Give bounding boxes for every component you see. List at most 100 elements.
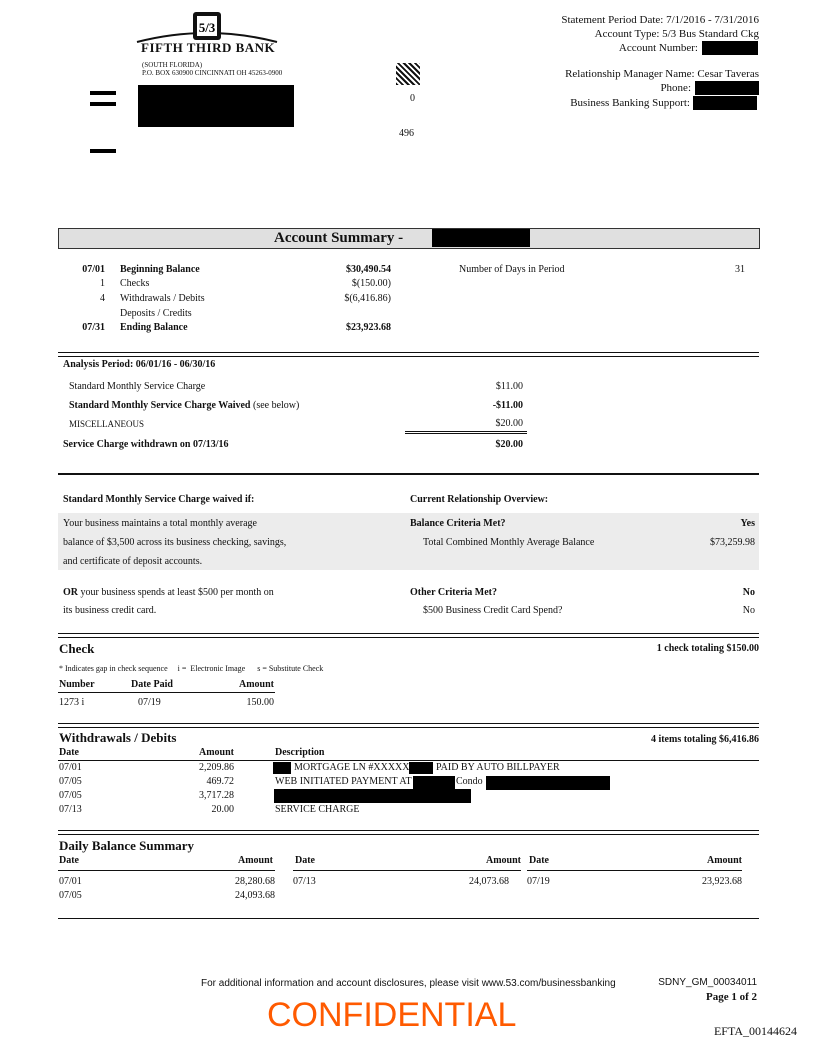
redacted — [409, 762, 433, 774]
support-label: Business Banking Support: — [570, 97, 690, 109]
or-label: OR — [63, 587, 78, 598]
waiver-text: your business spends at least $500 per m… — [78, 587, 274, 598]
divider — [527, 870, 742, 871]
divider — [58, 870, 275, 871]
spend-value: No — [742, 605, 755, 616]
spend-label: $500 Business Credit Card Spend? — [423, 605, 563, 616]
daily-date: 07/01 — [59, 876, 82, 887]
daily-amount: 28,280.68 — [235, 876, 275, 887]
balance-criteria-label: Balance Criteria Met? — [410, 518, 506, 529]
withdrawal-date: 07/01 — [59, 762, 82, 773]
withdrawal-description: SERVICE CHARGE — [275, 804, 360, 815]
waiver-text: Your business maintains a total monthly … — [63, 518, 257, 529]
daily-amount: 23,923.68 — [702, 876, 742, 887]
efta-number: EFTA_00144624 — [713, 1024, 797, 1038]
redacted — [274, 789, 471, 803]
phone-label: Phone: — [660, 82, 691, 94]
analysis-amount: $20.00 — [495, 418, 524, 429]
redacted-phone — [695, 81, 759, 95]
divider — [293, 870, 521, 871]
svg-text:5/3: 5/3 — [199, 20, 216, 35]
withdrawal-amount: 3,717.28 — [199, 790, 234, 801]
col-header-amount: Amount — [237, 855, 273, 866]
redacted — [273, 762, 291, 774]
summary-count: 4 — [100, 293, 105, 304]
withdrawal-description: MORTGAGE LN #XXXXXX — [294, 762, 417, 773]
barcode-mark — [90, 91, 116, 95]
code-0: 0 — [410, 93, 415, 104]
col-header-amount: Amount — [238, 679, 274, 690]
account-type: Account Type: 5/3 Bus Standard Ckg — [594, 28, 759, 40]
withdrawal-date: 07/05 — [59, 790, 82, 801]
daily-date: 07/13 — [293, 876, 316, 887]
bank-region: (SOUTH FLORIDA) — [142, 61, 203, 69]
summary-amount: $(150.00) — [351, 278, 391, 289]
analysis-amount: -$11.00 — [492, 400, 523, 411]
daily-amount: 24,073.68 — [469, 876, 509, 887]
disclosure-text: For additional information and account d… — [201, 978, 616, 989]
page-number: Page 1 of 2 — [705, 991, 757, 1003]
account-summary-title: Account Summary - — [274, 230, 404, 246]
analysis-amount: $11.00 — [495, 381, 523, 392]
col-header-number: Number — [59, 679, 95, 690]
withdrawal-date: 07/05 — [59, 776, 82, 787]
analysis-note: (see below) — [250, 400, 300, 411]
check-section-title: Check — [59, 641, 95, 656]
divider — [58, 633, 759, 638]
divider — [58, 473, 759, 475]
divider — [58, 352, 759, 357]
balance-criteria-value: Yes — [740, 518, 755, 529]
service-charge-amount: $20.00 — [495, 439, 524, 450]
service-charge-label: Service Charge withdrawn on 07/13/16 — [63, 439, 229, 450]
confidential-watermark: CONFIDENTIAL — [267, 996, 517, 1034]
summary-label: Beginning Balance — [120, 264, 200, 275]
col-header-date: Date — [59, 747, 79, 758]
withdrawal-description: PAID BY AUTO BILLPAYER — [436, 762, 560, 773]
divider — [58, 830, 759, 835]
withdrawal-amount: 20.00 — [211, 804, 235, 815]
analysis-title: Analysis Period: 06/01/16 - 06/30/16 — [63, 359, 216, 370]
check-number: 1273 i — [59, 697, 85, 708]
barcode-mark — [90, 149, 116, 153]
redacted-account-number — [702, 41, 758, 55]
statement-period: Statement Period Date: 7/1/2016 - 7/31/2… — [561, 14, 759, 26]
daily-balance-title: Daily Balance Summary — [59, 838, 195, 853]
overview-title: Current Relationship Overview: — [410, 494, 549, 505]
col-header-description: Description — [275, 747, 325, 758]
barcode-mark — [90, 102, 116, 106]
summary-label: Checks — [120, 278, 150, 289]
qr-code-icon — [396, 63, 420, 85]
summary-count: 1 — [100, 278, 105, 289]
bank-address: P.O. BOX 630900 CINCINNATI OH 45263-0900 — [142, 69, 283, 77]
withdrawal-amount: 469.72 — [206, 776, 235, 787]
days-label: Number of Days in Period — [459, 264, 565, 275]
col-header-date: Date — [529, 855, 549, 866]
combined-balance-value: $73,259.98 — [710, 537, 755, 548]
redacted-account-name — [432, 229, 530, 247]
other-criteria-label: Other Criteria Met? — [410, 587, 497, 598]
check-legend: * Indicates gap in check sequence i = El… — [59, 664, 324, 673]
analysis-label: MISCELLANEOUS — [69, 419, 145, 429]
fifth-third-logo: 5/3 — [136, 12, 278, 43]
col-header-date-paid: Date Paid — [131, 679, 173, 690]
other-criteria-value: No — [742, 587, 755, 598]
relationship-manager: Relationship Manager Name: Cesar Taveras — [565, 68, 759, 80]
divider — [58, 723, 759, 728]
col-header-amount: Amount — [485, 855, 521, 866]
check-total: 1 check totaling $150.00 — [656, 643, 759, 654]
redacted — [413, 776, 455, 789]
divider — [58, 760, 759, 761]
waiver-title: Standard Monthly Service Charge waived i… — [63, 494, 255, 505]
redacted-address — [138, 85, 294, 127]
days-value: 31 — [735, 264, 745, 275]
waiver-text: its business credit card. — [63, 605, 157, 616]
summary-label: Deposits / Credits — [120, 308, 192, 319]
col-header-amount: Amount — [706, 855, 742, 866]
account-number-label: Account Number: — [618, 42, 698, 54]
withdrawal-description: WEB INITIATED PAYMENT AT — [275, 776, 412, 787]
summary-amount: $(6,416.86) — [344, 293, 391, 304]
divider — [58, 692, 275, 693]
waiver-band — [58, 513, 759, 570]
summary-amount: $30,490.54 — [346, 264, 391, 275]
